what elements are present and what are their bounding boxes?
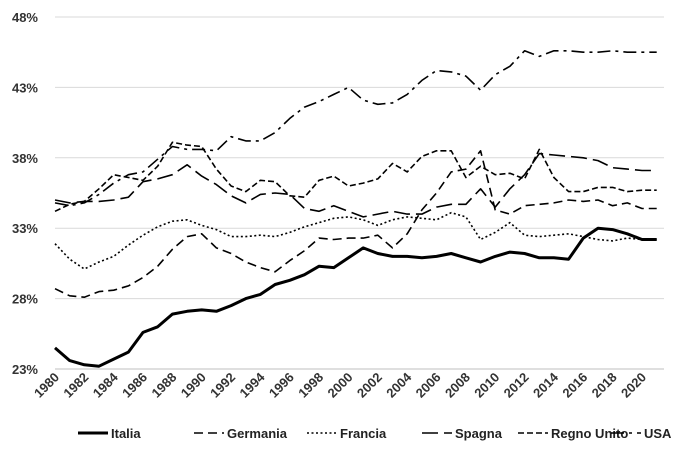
x-tick-label: 2008 xyxy=(442,370,473,401)
series-line-francia xyxy=(54,211,657,270)
series-line-italia xyxy=(54,226,657,368)
x-axis-tick-labels: 1980198219841986198819901992199419961998… xyxy=(31,369,649,401)
x-tick-label: 1988 xyxy=(148,370,179,401)
x-tick-label: 2000 xyxy=(325,370,356,401)
legend-label-spagna: Spagna xyxy=(455,426,503,441)
series-line-regno-unito xyxy=(54,141,657,213)
legend-label-regno-unito: Regno Unito xyxy=(551,426,628,441)
x-tick-label: 2016 xyxy=(559,370,590,401)
x-tick-label: 2004 xyxy=(383,369,415,401)
x-tick-label: 2006 xyxy=(413,370,444,401)
legend-label-germania: Germania xyxy=(227,426,288,441)
legend-label-italia: Italia xyxy=(111,426,141,441)
series-line-spagna xyxy=(54,152,657,218)
x-tick-label: 1992 xyxy=(207,370,238,401)
y-axis-tick-labels: 23% 28% 33% 38% 43% 48% xyxy=(12,10,38,377)
legend-label-usa: USA xyxy=(644,426,672,441)
x-tick-label: 2014 xyxy=(530,369,562,401)
x-tick-label: 2012 xyxy=(501,370,532,401)
x-tick-label: 2018 xyxy=(589,370,620,401)
x-tick-label: 1994 xyxy=(237,369,269,401)
x-tick-label: 2002 xyxy=(354,370,385,401)
x-tick-label: 1990 xyxy=(178,370,209,401)
x-tick-label: 2020 xyxy=(618,370,649,401)
legend: Italia Germania Francia Spagna Regno Unito US… xyxy=(78,426,672,441)
x-tick-label: 1982 xyxy=(60,370,91,401)
x-tick-label: 1996 xyxy=(266,370,297,401)
series-line-germania xyxy=(54,150,657,299)
y-tick-label: 23% xyxy=(12,362,38,377)
legend-label-francia: Francia xyxy=(340,426,387,441)
y-tick-label: 28% xyxy=(12,292,38,307)
y-tick-label: 33% xyxy=(12,221,38,236)
x-tick-label: 1986 xyxy=(119,370,150,401)
series-line-usa xyxy=(54,49,657,207)
y-tick-label: 48% xyxy=(12,10,38,25)
x-tick-label: 1984 xyxy=(90,369,122,401)
y-tick-label: 38% xyxy=(12,151,38,166)
grid-lines xyxy=(55,16,664,300)
y-tick-label: 43% xyxy=(12,80,38,95)
x-tick-label: 1998 xyxy=(295,370,326,401)
x-tick-label: 2010 xyxy=(471,370,502,401)
series-lines xyxy=(54,49,657,368)
